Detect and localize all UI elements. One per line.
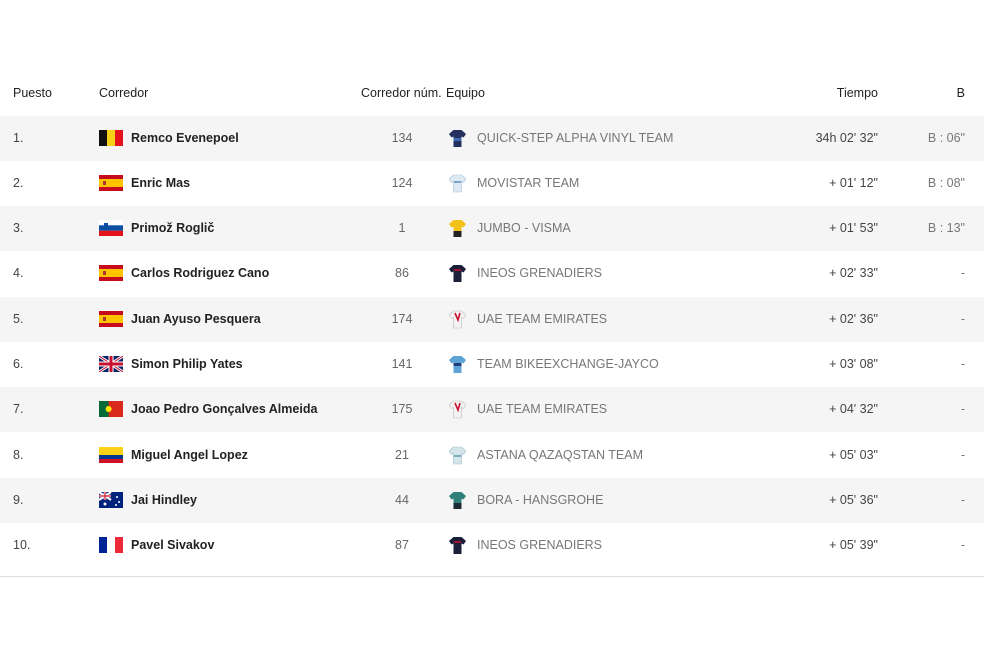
time: + 05' 39" — [829, 538, 878, 553]
position: 7. — [13, 402, 24, 417]
team-name: MOVISTAR TEAM — [477, 175, 580, 190]
jersey — [449, 491, 466, 509]
rider-number: 86 — [395, 266, 409, 281]
jersey — [449, 310, 466, 328]
bonus: - — [960, 266, 965, 281]
team-name: ASTANA QAZAQSTAN TEAM — [477, 447, 644, 462]
bonus: - — [960, 492, 965, 507]
rider-name: Juan Ayuso Pesquera — [131, 311, 261, 326]
rider-number: 141 — [391, 357, 413, 371]
jersey — [449, 174, 466, 193]
rider-number: 44 — [395, 492, 409, 507]
rider-name: Enric Mas — [131, 175, 191, 190]
bonus: - — [960, 538, 965, 553]
result-row: 1. Remco Evenepoel 134 QUICK-STEP ALPHA VIN… — [0, 115, 984, 161]
rider-name: Miguel Angel Lopez — [131, 447, 248, 462]
result-row: 3. Primož Roglič 1 JUMBO - VISMA + 01' 53" B … — [0, 206, 984, 252]
result-row: 9. Jai Hindley 44 BORA - HANSGROHE + 05' 36"… — [0, 477, 984, 523]
flag — [99, 401, 123, 418]
header-row: Puesto Corredor Corredor núm. Equipo Tie… — [0, 71, 984, 116]
position: 3. — [13, 221, 24, 236]
result-row: 7. Joao Pedro Gonçalves Almeida 175 UAE TEA… — [0, 387, 984, 433]
team-name: BORA - HANSGROHE — [477, 492, 604, 507]
result-row: 2. Enric Mas 124 MOVISTAR TEAM + 01' 12" B : … — [0, 161, 984, 206]
time: + 03' 08" — [829, 357, 878, 371]
time: + 04' 32" — [829, 402, 878, 417]
team-name: UAE TEAM EMIRATES — [477, 402, 608, 417]
jersey — [449, 220, 466, 238]
bonus: B : 06" — [927, 130, 965, 145]
jersey — [449, 446, 466, 464]
flag — [99, 129, 123, 146]
header: Puesto — [13, 86, 52, 100]
rider-number: 134 — [391, 130, 413, 145]
result-row: 6. Simon Philip Yates 141 TEAM BIKEEXCHANGE… — [0, 342, 984, 387]
header: Equipo — [446, 86, 485, 100]
time: + 01' 12" — [829, 175, 878, 190]
flag — [99, 220, 123, 237]
rider-name: Jai Hindley — [131, 492, 197, 507]
result-row: 8. Miguel Angel Lopez 21 ASTANA QAZAQSTAN T… — [0, 433, 984, 478]
rider-number: 124 — [391, 175, 413, 190]
team-name: INEOS GRENADIERS — [477, 266, 603, 281]
jersey — [449, 129, 466, 147]
time: + 02' 36" — [829, 311, 878, 326]
rider-number: 1 — [398, 221, 406, 236]
bonus: - — [960, 402, 965, 417]
flag — [99, 174, 123, 191]
divider — [0, 576, 984, 577]
rider-name: Remco Evenepoel — [131, 130, 239, 145]
position: 5. — [13, 311, 24, 326]
rider-number: 87 — [395, 538, 409, 553]
header: B — [956, 86, 965, 100]
flag — [99, 356, 123, 372]
jersey — [449, 537, 466, 555]
result-row: 5. Juan Ayuso Pesquera 174 UAE TEAM EMIRATE… — [0, 296, 984, 342]
time: + 02' 33" — [829, 266, 878, 281]
position: 2. — [13, 175, 24, 190]
team-name: TEAM BIKEEXCHANGE-JAYCO — [477, 357, 659, 371]
position: 4. — [13, 266, 24, 281]
rider-number: 174 — [391, 311, 413, 326]
jersey — [449, 265, 466, 283]
team-name: INEOS GRENADIERS — [477, 538, 603, 553]
result-row: 10. Pavel Sivakov 87 INEOS GRENADIERS + 05' … — [0, 523, 984, 568]
position: 9. — [13, 492, 24, 507]
rider-name: Pavel Sivakov — [131, 538, 215, 553]
header: Corredor — [99, 86, 149, 100]
rider-name: Carlos Rodriguez Cano — [131, 266, 270, 281]
flag — [99, 310, 123, 327]
header: Corredor núm. — [361, 86, 442, 100]
bonus: - — [960, 311, 965, 326]
team-name: UAE TEAM EMIRATES — [477, 311, 608, 326]
flag — [99, 491, 123, 508]
bonus: B : 08" — [927, 175, 965, 190]
rider-number: 175 — [391, 402, 413, 417]
time: + 05' 36" — [829, 492, 878, 507]
jersey — [449, 400, 466, 419]
bonus: - — [960, 447, 965, 462]
position: 1. — [13, 130, 24, 145]
flag — [99, 265, 123, 282]
position: 10. — [13, 538, 31, 553]
bonus: B : 13" — [927, 221, 965, 236]
flag — [99, 446, 123, 463]
header: Tiempo — [836, 86, 878, 100]
jersey — [449, 356, 466, 373]
flag — [99, 537, 123, 554]
time: 34h 02' 32" — [815, 130, 878, 145]
result-row: 4. Carlos Rodriguez Cano 86 INEOS GRENADIER… — [0, 251, 984, 296]
rider-number: 21 — [395, 447, 409, 462]
rider-name: Joao Pedro Gonçalves Almeida — [131, 402, 318, 417]
team-name: JUMBO - VISMA — [477, 221, 571, 236]
position: 6. — [13, 357, 24, 371]
time: + 05' 03" — [829, 447, 878, 462]
team-name: QUICK-STEP ALPHA VINYL TEAM — [477, 130, 674, 145]
position: 8. — [13, 447, 24, 462]
rider-name: Simon Philip Yates — [131, 357, 243, 371]
bonus: - — [960, 357, 965, 371]
rider-name: Primož Roglič — [131, 221, 215, 236]
time: + 01' 53" — [829, 221, 878, 236]
